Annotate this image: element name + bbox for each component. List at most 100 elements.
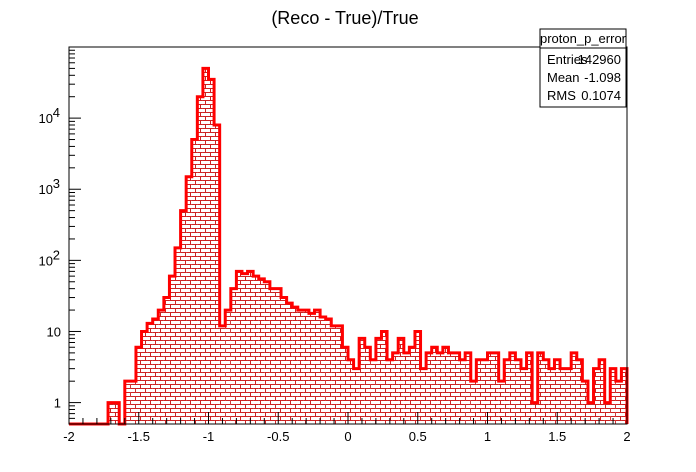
histogram-bar xyxy=(398,338,404,424)
x-tick-label: 0 xyxy=(344,429,351,444)
histogram-bar xyxy=(582,381,588,424)
stats-box: proton_p_error Entries 142960 Mean -1.09… xyxy=(539,28,627,108)
histogram-bar xyxy=(336,325,343,424)
histogram-bar xyxy=(487,352,494,424)
histogram-bar xyxy=(219,325,226,424)
histogram-bar xyxy=(286,303,293,424)
histogram-bar xyxy=(565,368,572,424)
histogram-bar xyxy=(387,359,393,424)
x-tick-label: -1 xyxy=(203,429,215,444)
histogram-bar xyxy=(370,359,376,424)
histogram-bar xyxy=(281,297,287,424)
histogram-bar xyxy=(175,247,181,424)
histogram-bar xyxy=(520,368,527,424)
histogram-bar xyxy=(515,359,521,424)
x-tick-label: 1.5 xyxy=(548,429,566,444)
histogram-bar xyxy=(225,310,231,424)
histogram-bar xyxy=(124,381,131,424)
histogram-bar xyxy=(297,310,304,424)
histogram-bar xyxy=(610,368,616,424)
x-axis: -2 -1.5 -1 -0.5 0 0.5 1 1.5 2 xyxy=(63,412,631,444)
histogram-bar xyxy=(599,359,605,424)
histogram-bar xyxy=(214,125,220,425)
y-tick-label: 10 xyxy=(39,111,53,126)
stats-rms-label: RMS xyxy=(547,88,576,103)
histogram-bar xyxy=(615,381,622,424)
histogram-bar xyxy=(593,368,600,424)
histogram-bar xyxy=(113,402,120,424)
histogram-bar xyxy=(576,359,583,424)
x-tick-label: 1 xyxy=(484,429,491,444)
histogram-bar xyxy=(442,347,449,424)
histogram-bar xyxy=(392,352,399,424)
histogram-bar xyxy=(152,318,159,424)
histogram-bar xyxy=(426,352,432,424)
histogram-outline xyxy=(69,66,629,426)
x-tick-label: -1.5 xyxy=(128,429,150,444)
histogram-bar xyxy=(292,307,298,424)
histogram-bar xyxy=(498,381,505,424)
histogram-bar xyxy=(158,310,164,424)
histogram-bar xyxy=(130,381,136,424)
histogram-bar xyxy=(191,139,198,424)
y-tick-exponent: 3 xyxy=(53,176,60,191)
histogram-bar xyxy=(163,297,170,424)
x-tick-label: 0.5 xyxy=(409,429,427,444)
stats-mean-label: Mean xyxy=(547,70,580,85)
histogram-bar xyxy=(543,359,549,424)
histogram-bar xyxy=(509,352,516,424)
histogram-bar xyxy=(431,347,438,424)
stats-title: proton_p_error xyxy=(540,31,627,46)
histogram-bar xyxy=(353,368,360,424)
histogram-bar xyxy=(560,368,566,424)
y-tick-exponent: 2 xyxy=(53,247,60,262)
y-tick-label: 1 xyxy=(54,396,61,411)
histogram-bar xyxy=(348,359,354,424)
histogram-bar xyxy=(587,402,594,424)
histogram-bar xyxy=(314,310,321,424)
histogram-bar xyxy=(141,331,148,424)
histogram-bar xyxy=(465,352,471,424)
histogram-bar xyxy=(470,381,477,424)
histogram-bar xyxy=(414,331,421,424)
histogram-bar xyxy=(275,288,282,424)
histogram-bar xyxy=(448,352,455,424)
histogram-bar xyxy=(454,352,460,424)
histogram-bar xyxy=(554,359,561,424)
x-tick-label: -2 xyxy=(63,429,75,444)
histogram-bar xyxy=(208,79,215,425)
histogram-bar xyxy=(258,278,265,424)
histogram-bar xyxy=(493,352,499,424)
histogram-bar xyxy=(375,338,382,424)
histogram-bar xyxy=(532,402,538,424)
histogram-bar xyxy=(381,331,388,424)
histogram-bar xyxy=(476,359,482,424)
bars-layer xyxy=(108,68,627,425)
histogram-bar xyxy=(537,352,544,424)
histogram-bar xyxy=(548,368,555,424)
histogram-bar xyxy=(303,310,309,424)
x-tick-label: 2 xyxy=(623,429,630,444)
histogram-bar xyxy=(342,347,348,424)
histogram-bar xyxy=(108,402,114,424)
histogram-bar xyxy=(264,281,270,424)
histogram-bar xyxy=(186,176,192,424)
stats-entries-label: Entries xyxy=(547,52,588,67)
y-tick-exponent: 4 xyxy=(53,105,60,120)
histogram-bar xyxy=(308,313,315,424)
histogram-bar xyxy=(147,323,153,424)
chart-title: (Reco - True)/True xyxy=(271,8,418,28)
stats-mean-value: -1.098 xyxy=(584,70,621,85)
histogram-bar xyxy=(247,271,254,424)
histogram-bar xyxy=(420,368,427,424)
histogram-bar xyxy=(504,359,510,424)
histogram-bar xyxy=(571,352,577,424)
histogram-bar xyxy=(621,368,627,424)
histogram-bar xyxy=(197,96,203,424)
histogram-bar xyxy=(526,352,533,424)
histogram-bar xyxy=(403,352,410,424)
histogram-bar xyxy=(253,276,259,424)
histogram-bar xyxy=(135,347,142,424)
